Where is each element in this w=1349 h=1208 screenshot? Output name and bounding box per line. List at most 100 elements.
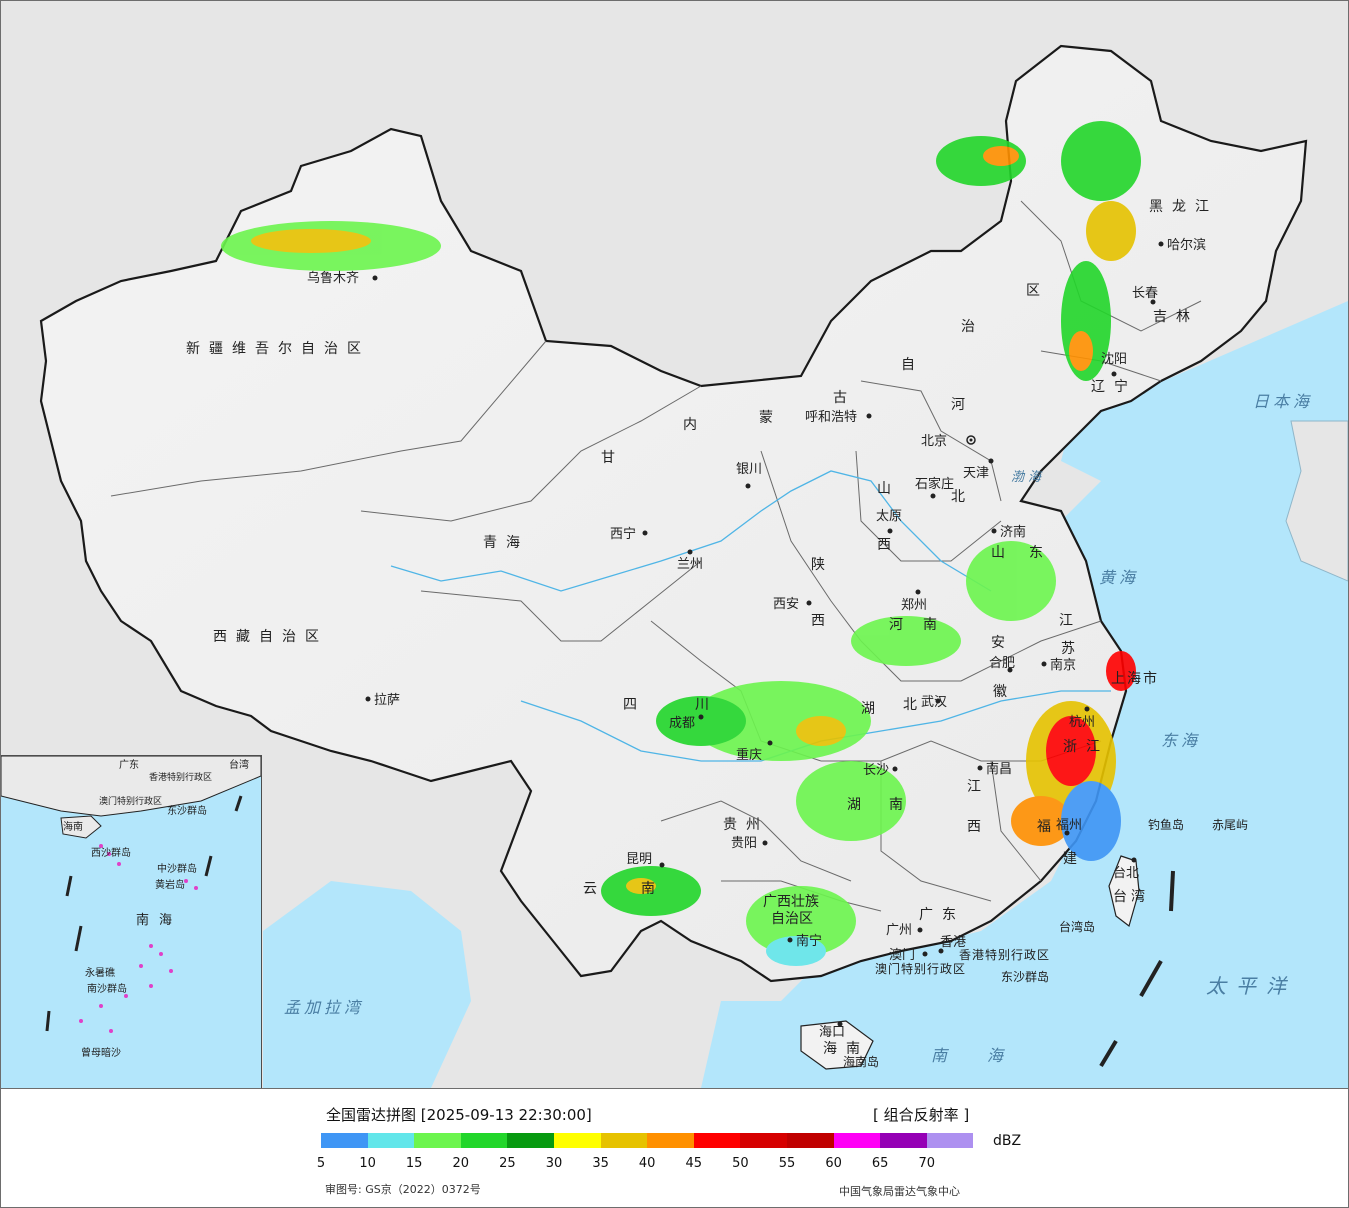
boundary-dashes	[1099, 870, 1175, 1068]
inset-label-xisha: 西沙群岛	[91, 846, 131, 859]
svg-text:澳门: 澳门	[889, 947, 915, 963]
label-bay-of-bengal: 孟加拉湾	[284, 998, 364, 1017]
label-zi: 自	[901, 357, 924, 373]
svg-text:北京: 北京	[921, 434, 947, 449]
label-sichuan-chuan: 川	[695, 697, 718, 713]
south-china-sea-inset[interactable]: 南海 中沙群岛 西沙群岛 南沙群岛 永暑礁 曾母暗沙 黄岩岛 东沙群岛 海南 广…	[1, 755, 262, 1088]
tick-label: 45	[685, 1156, 703, 1171]
city-chongqing: 重庆	[736, 740, 773, 763]
label-zhi: 治	[961, 319, 984, 335]
svg-text:海口: 海口	[819, 1025, 845, 1040]
city-hefei: 合肥	[989, 656, 1015, 673]
svg-text:重庆: 重庆	[736, 747, 762, 763]
tick-label: 40	[638, 1156, 656, 1171]
color-swatch	[880, 1133, 927, 1148]
tick-label: 10	[359, 1156, 376, 1171]
city-xian: 西安	[773, 597, 812, 612]
color-swatch	[460, 1133, 508, 1148]
svg-text:石家庄: 石家庄	[915, 476, 954, 492]
city-haikou: 海口	[819, 1021, 845, 1040]
color-swatch	[600, 1133, 648, 1148]
city-changsha: 长沙	[863, 763, 898, 778]
tick-label: 25	[499, 1156, 516, 1171]
label-shanghai: 上海市	[1111, 670, 1159, 687]
label-hainan-island: 海南岛	[843, 1054, 879, 1069]
tick-label: 50	[732, 1156, 749, 1171]
city-lanzhou: 兰州	[677, 549, 703, 572]
svg-text:武汉: 武汉	[921, 695, 947, 710]
city-chengdu: 成都	[669, 714, 704, 731]
svg-text:长春: 长春	[1132, 286, 1158, 301]
label-fujian-jian: 建	[1063, 851, 1086, 867]
label-hunan-hu: 湖	[847, 797, 870, 813]
svg-text:银川: 银川	[736, 462, 762, 477]
inset-label-zengmu: 曾母暗沙	[81, 1046, 121, 1059]
svg-text:杭州: 杭州	[1069, 715, 1095, 730]
color-swatch	[693, 1133, 741, 1148]
inset-label-huangyan: 黄岩岛	[155, 878, 185, 891]
city-yinchuan: 银川	[736, 462, 762, 489]
inset-label-macau: 澳门特别行政区	[99, 795, 162, 807]
svg-text:南宁: 南宁	[796, 933, 822, 949]
city-hangzhou: 杭州	[1069, 706, 1095, 730]
svg-text:南昌: 南昌	[986, 761, 1012, 777]
label-shandong-shan: 山	[991, 545, 1014, 561]
label-shaanxi-shan: 陕	[811, 557, 834, 573]
radar-echoes	[221, 121, 1141, 966]
label-xinjiang: 新疆维吾尔自治区	[186, 341, 370, 357]
svg-text:天津: 天津	[963, 466, 989, 481]
tick-label: 15	[405, 1156, 423, 1171]
label-heilongjiang: 黑龙江	[1149, 199, 1218, 215]
inset-label-hainan: 海南	[63, 820, 83, 833]
tick-label: 20	[452, 1156, 470, 1171]
label-henan-nan: 南	[923, 617, 946, 633]
color-scale-ticks: 5 10 15 20 25 30 35 40 45 50 55 60 65 70	[305, 1156, 965, 1174]
label-shaanxi-xi: 西	[811, 613, 834, 629]
label-anhui-hui: 徽	[993, 684, 1016, 700]
tick-label: 55	[778, 1156, 796, 1171]
city-lhasa: 拉萨	[365, 693, 400, 708]
label-bohai: 渤海	[1011, 470, 1045, 485]
svg-text:拉萨: 拉萨	[374, 693, 400, 708]
inset-label-zhongsha: 中沙群岛	[157, 862, 197, 875]
city-wuhan: 武汉	[921, 695, 947, 710]
label-hongkong-sar: 香港特别行政区	[959, 947, 1050, 962]
city-nanning: 南宁	[787, 933, 822, 949]
island-labels: 钓鱼岛 赤尾屿 台湾岛 东沙群岛 海南岛	[843, 817, 1248, 1069]
sea-labels: 日本海 黄海 东海 太平洋 南海 孟加拉湾 渤海	[284, 392, 1309, 1065]
product-type: [ 组合反射率 ]	[873, 1106, 970, 1124]
color-swatch	[926, 1133, 974, 1148]
label-pacific: 太平洋	[1206, 974, 1296, 998]
label-diaoyu: 钓鱼岛	[1148, 817, 1184, 832]
label-guizhou: 贵州	[723, 817, 769, 833]
city-kunming: 昆明	[626, 852, 665, 868]
city-fuzhou: 福州	[1056, 818, 1082, 836]
city-shijiazhuang: 石家庄	[915, 476, 954, 499]
label-guangxi-2: 自治区	[771, 911, 813, 927]
tick-label: 30	[545, 1156, 563, 1171]
svg-text:济南: 济南	[1000, 524, 1026, 540]
label-henan-he: 河	[889, 617, 912, 633]
label-qinghai: 青海	[483, 535, 529, 551]
label-qu: 区	[1026, 283, 1049, 299]
inset-label-yongshu: 永暑礁	[85, 966, 115, 979]
radar-map[interactable]: 新疆维吾尔自治区 西藏自治区 青海 甘 内 蒙 古 自 治 区 黑龙江 吉林 辽…	[1, 1, 1348, 1089]
city-xining: 西宁	[610, 526, 648, 542]
svg-text:呼和浩特: 呼和浩特	[805, 410, 857, 425]
label-hainan: 海南	[823, 1041, 869, 1057]
label-taiwan-island: 台湾岛	[1059, 919, 1095, 934]
svg-text:广州: 广州	[886, 923, 912, 938]
label-fujian-fu: 福	[1037, 819, 1060, 835]
svg-text:南京: 南京	[1050, 657, 1076, 673]
city-guangzhou: 广州	[886, 923, 923, 938]
inset-label-taiwan: 台湾	[229, 758, 249, 771]
map-canvas: 新疆维吾尔自治区 西藏自治区 青海 甘 内 蒙 古 自 治 区 黑龙江 吉林 辽…	[39, 44, 1348, 1088]
svg-text:乌鲁木齐: 乌鲁木齐	[307, 270, 359, 286]
label-zhejiang: 浙江	[1063, 739, 1109, 755]
label-jiangsu-jiang: 江	[1059, 613, 1082, 629]
city-harbin: 哈尔滨	[1158, 237, 1206, 253]
city-labels: 乌鲁木齐 拉萨 西宁 兰州 银川 呼和浩特 北京 天津 石家庄 太原 济南 郑州…	[307, 237, 1206, 1040]
mosaic-title: 全国雷达拼图 [2025-09-13 22:30:00]	[326, 1106, 592, 1124]
inset-label-dongsha: 东沙群岛	[167, 804, 207, 817]
label-sea-yellow: 黄海	[1099, 568, 1139, 587]
